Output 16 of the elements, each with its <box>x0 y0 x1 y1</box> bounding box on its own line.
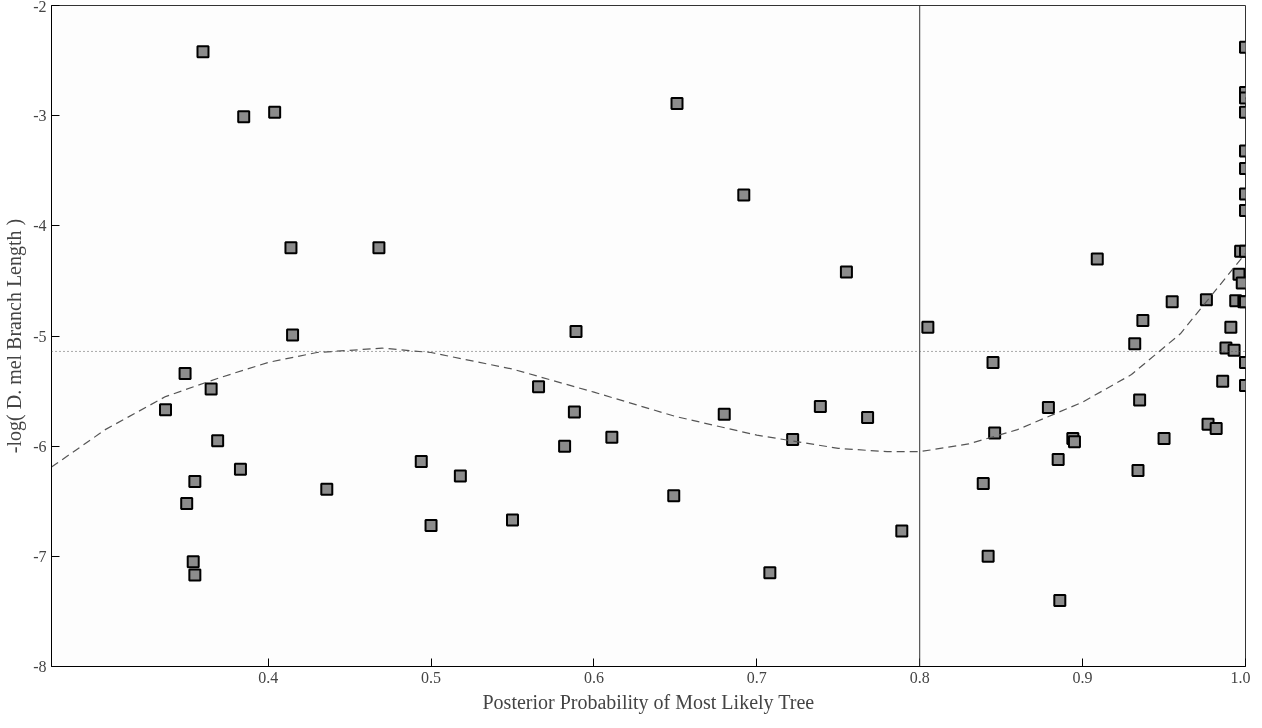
y-axis-title: -log( D. mel Branch Length ) <box>3 218 27 454</box>
y-tick-label: -6 <box>33 437 47 455</box>
x-tick-label: 0.7 <box>746 668 767 686</box>
x-tick-label: 0.5 <box>421 668 442 686</box>
y-tick-label: -8 <box>33 658 47 675</box>
x-tick-label: 0.8 <box>909 668 930 686</box>
x-axis-title: Posterior Probability of Most Likely Tree <box>482 690 815 714</box>
y-tick-label: -7 <box>33 547 47 565</box>
x-tick-label: 1.0 <box>1230 668 1251 686</box>
y-tick-label: -2 <box>33 0 47 15</box>
y-tick-label: -5 <box>33 327 47 345</box>
x-tick-label: 0.4 <box>258 668 279 686</box>
x-tick-label: 0.6 <box>583 668 604 686</box>
y-tick-label: -4 <box>33 217 47 235</box>
y-tick-label: -3 <box>33 107 47 125</box>
x-tick-label: 0.9 <box>1072 668 1093 686</box>
